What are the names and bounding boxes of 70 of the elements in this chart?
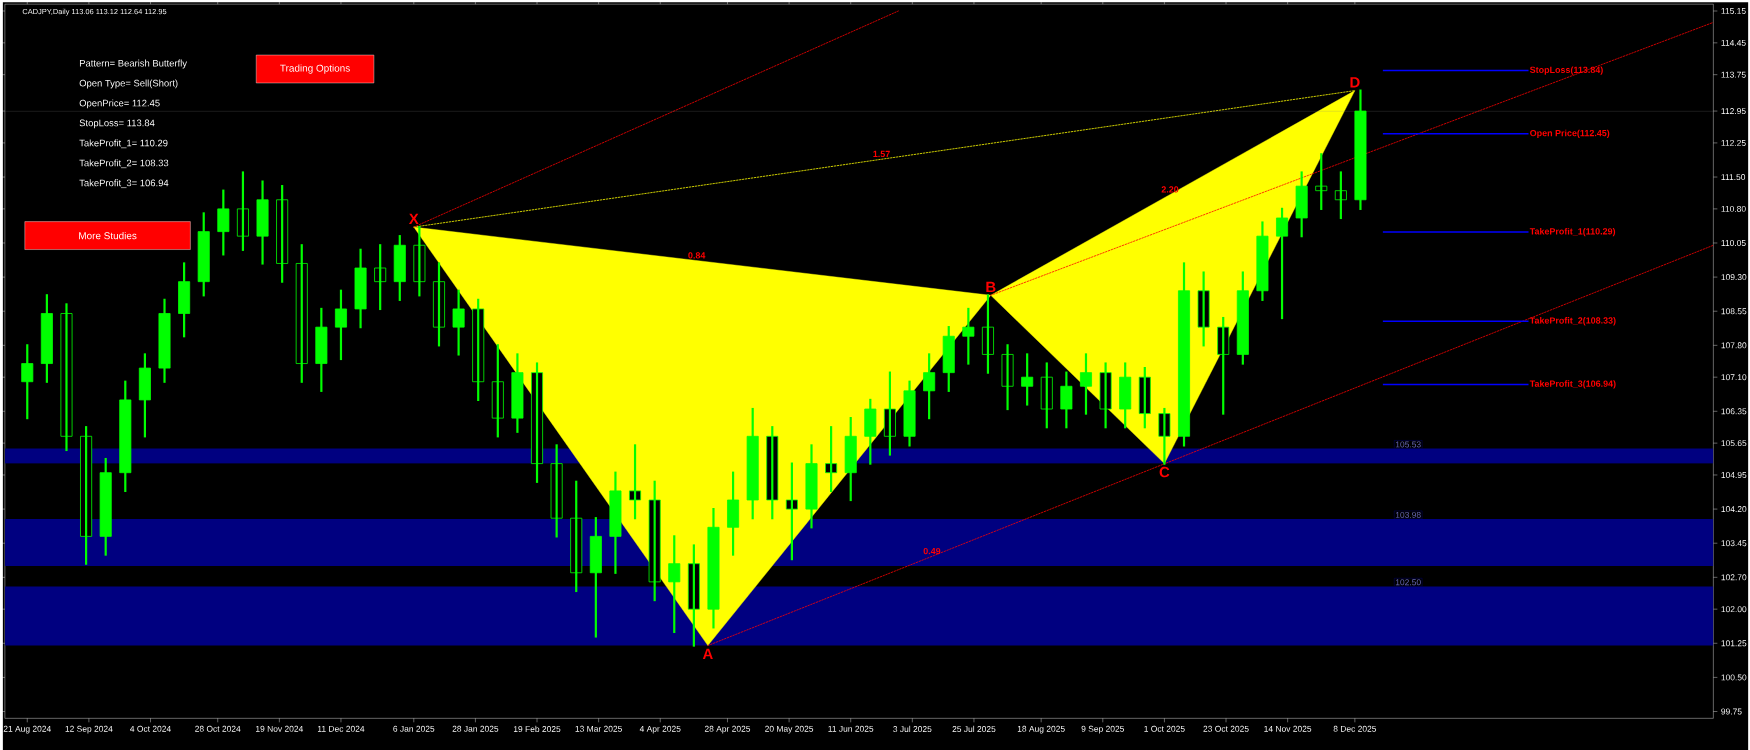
x-tick-label: 28 Jan 2025 — [452, 725, 499, 732]
x-tick-label: 1 Oct 2025 — [1144, 725, 1185, 732]
y-tick-label: 115.15 — [1721, 7, 1746, 14]
x-tick-label: 8 Dec 2025 — [1333, 725, 1377, 732]
ref-line-label: TakeProfit_1(110.29) — [1529, 227, 1616, 237]
x-tick-label: 18 Aug 2025 — [1017, 725, 1065, 734]
y-tick-label: 106.35 — [1721, 408, 1747, 415]
y-tick-label: 114.45 — [1721, 39, 1746, 46]
y-tick-label: 110.80 — [1721, 205, 1746, 212]
band-label: 105.53 — [1395, 441, 1421, 448]
x-tick-label: 28 Apr 2025 — [704, 725, 751, 734]
y-tick-label: 112.95 — [1721, 107, 1746, 114]
annotation: Open Type= Sell(Short) — [79, 79, 178, 89]
x-tick-label: 20 May 2025 — [765, 725, 814, 734]
x-tick-label: 13 Mar 2025 — [575, 725, 622, 732]
band-label: 103.98 — [1395, 511, 1421, 518]
y-tick-label: 107.80 — [1721, 342, 1747, 349]
annotation: X — [408, 213, 419, 224]
annotation: Trading Options — [280, 64, 350, 74]
annotation: 0.49 — [923, 547, 941, 555]
y-tick-label: 102.70 — [1721, 574, 1747, 581]
y-tick-label: 112.25 — [1721, 139, 1746, 146]
y-tick-label: 108.55 — [1721, 308, 1747, 315]
x-tick-label: 14 Nov 2025 — [1264, 725, 1312, 732]
x-tick-label: 3 Jul 2025 — [893, 725, 932, 732]
x-tick-label: 6 Jan 2025 — [393, 725, 435, 732]
annotation: B — [986, 281, 996, 292]
annotation: C — [1159, 466, 1170, 478]
band-label: 102.50 — [1395, 579, 1421, 586]
x-tick-label: 19 Nov 2024 — [256, 725, 304, 732]
annotation: Pattern= Bearish Butterfly — [79, 59, 187, 69]
ref-line-label: Open Price(112.45) — [1530, 129, 1610, 138]
annotation: 0.84 — [688, 252, 706, 259]
y-tick-label: 104.20 — [1721, 505, 1747, 512]
x-tick-label: 4 Apr 2025 — [639, 725, 681, 734]
x-tick-label: 11 Dec 2024 — [317, 725, 365, 732]
annotation: TakeProfit_2= 108.33 — [79, 159, 169, 168]
y-tick-label: 111.50 — [1721, 173, 1746, 180]
annotation: TakeProfit_1= 110.29 — [79, 139, 168, 149]
ref-line-label: TakeProfit_3(106.94) — [1529, 380, 1616, 389]
ref-line-label: TakeProfit_2(108.33) — [1529, 316, 1616, 326]
y-tick-label: 102.00 — [1721, 606, 1747, 613]
annotation: A — [702, 648, 713, 659]
x-tick-label: 25 Jul 2025 — [952, 725, 996, 732]
x-tick-label: 21 Aug 2024 — [3, 725, 51, 734]
y-tick-label: 113.75 — [1721, 71, 1746, 78]
y-tick-label: 104.95 — [1721, 471, 1747, 478]
x-tick-label: 11 Jun 2025 — [828, 725, 874, 732]
x-tick-label: 4 Oct 2024 — [130, 725, 171, 732]
y-tick-label: 109.30 — [1721, 274, 1747, 280]
y-tick-label: 107.10 — [1721, 374, 1747, 381]
x-tick-label: 12 Sep 2024 — [65, 725, 113, 734]
y-tick-label: 110.05 — [1721, 239, 1746, 246]
x-tick-label: 28 Oct 2024 — [195, 725, 241, 732]
annotation: 1.57 — [873, 150, 890, 157]
annotation: D — [1350, 77, 1360, 88]
y-tick-label: 105.65 — [1721, 440, 1747, 446]
annotation: 2.20 — [1161, 186, 1179, 193]
y-tick-label: 99.75 — [1721, 708, 1742, 715]
annotation: StopLoss= 113.84 — [79, 119, 155, 129]
x-tick-label: 9 Sep 2025 — [1081, 725, 1125, 734]
y-tick-label: 103.45 — [1721, 540, 1747, 547]
annotation: OpenPrice= 112.45 — [79, 99, 160, 109]
y-tick-label: 101.25 — [1721, 640, 1747, 647]
ref-line-label: StopLoss(113.84) — [1529, 66, 1603, 75]
y-tick-label: 100.50 — [1721, 674, 1747, 681]
x-tick-label: 19 Feb 2025 — [513, 725, 561, 732]
annotation: TakeProfit_3= 106.94 — [79, 179, 169, 188]
annotation: More Studies — [79, 231, 137, 240]
x-tick-label: 23 Oct 2025 — [1203, 725, 1249, 732]
